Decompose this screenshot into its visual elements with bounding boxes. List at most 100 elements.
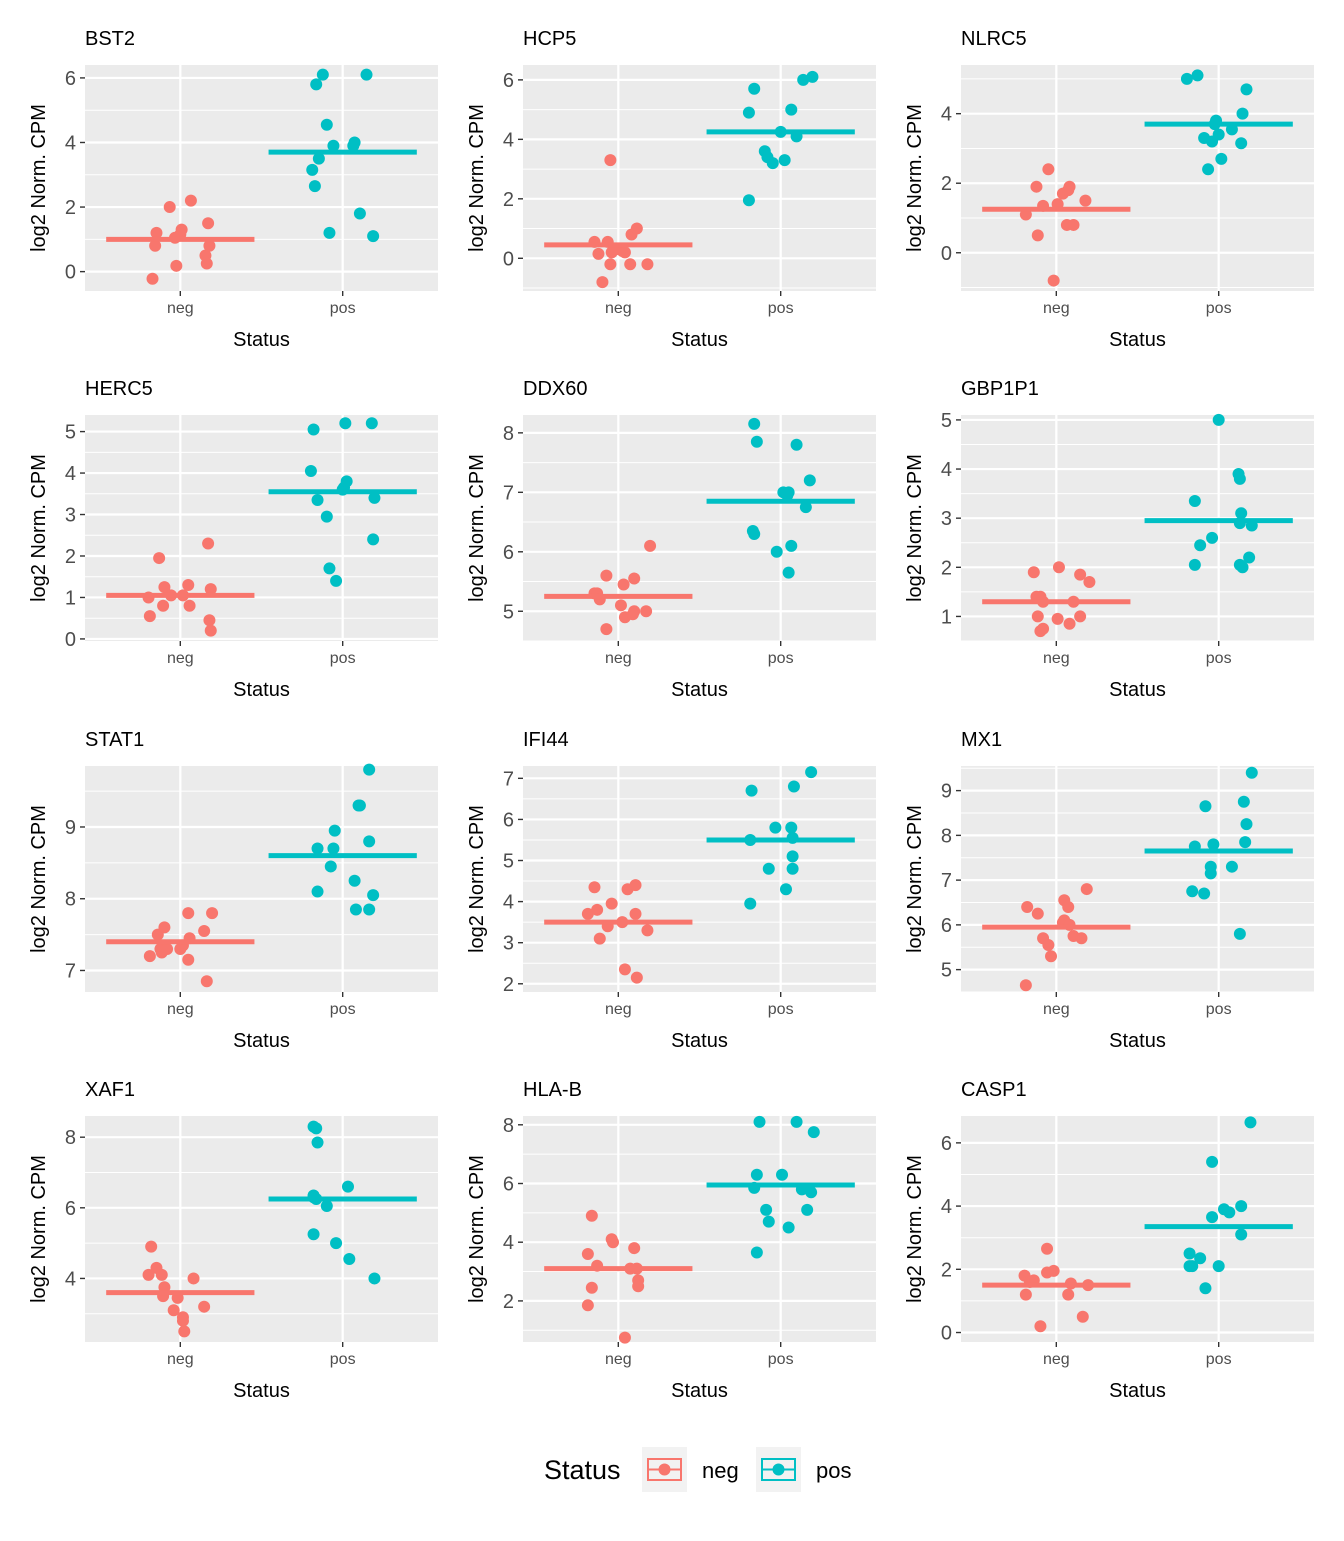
point-pos xyxy=(786,850,799,863)
point-neg xyxy=(581,1299,594,1312)
panel-title: HCP5 xyxy=(523,28,576,50)
point-pos xyxy=(312,152,325,165)
point-neg xyxy=(198,1300,211,1313)
x-tick-label: neg xyxy=(167,1351,194,1368)
point-pos xyxy=(349,903,362,916)
point-neg xyxy=(204,624,217,637)
point-pos xyxy=(311,885,324,898)
point-pos xyxy=(323,562,336,575)
point-neg xyxy=(1074,568,1087,581)
point-pos xyxy=(1199,1282,1212,1295)
panel-title: STAT1 xyxy=(85,729,144,751)
point-neg xyxy=(203,614,216,627)
y-tick-label: 8 xyxy=(65,889,76,911)
point-neg xyxy=(607,1236,620,1249)
point-pos xyxy=(797,73,810,86)
point-neg xyxy=(1019,979,1032,992)
point-pos xyxy=(327,139,340,152)
point-pos xyxy=(308,180,321,193)
point-pos xyxy=(1225,860,1238,873)
point-pos xyxy=(353,799,366,812)
point-pos xyxy=(1212,128,1225,141)
point-pos xyxy=(1212,1260,1225,1273)
panel-title: MX1 xyxy=(961,729,1002,751)
point-neg xyxy=(624,258,637,271)
point-neg xyxy=(142,1268,155,1281)
y-tick-label: 2 xyxy=(65,546,76,568)
point-pos xyxy=(801,1203,814,1216)
point-neg xyxy=(1052,561,1065,574)
y-tick-label: 2 xyxy=(503,1291,514,1313)
point-pos xyxy=(310,1122,323,1135)
point-pos xyxy=(341,1180,354,1193)
point-pos xyxy=(1235,1228,1248,1241)
x-axis-label: Status xyxy=(233,329,290,351)
point-neg xyxy=(632,1280,645,1293)
y-tick-label: 5 xyxy=(503,601,514,623)
point-pos xyxy=(323,226,336,239)
point-neg xyxy=(1045,950,1058,963)
point-pos xyxy=(368,491,381,504)
point-pos xyxy=(750,435,763,448)
point-pos xyxy=(1207,838,1220,851)
point-pos xyxy=(363,763,376,776)
y-axis-label: log2 Norm. CPM xyxy=(28,454,50,602)
x-tick-label: neg xyxy=(605,650,632,667)
point-neg xyxy=(182,907,195,920)
point-pos xyxy=(353,207,366,220)
y-axis-label: log2 Norm. CPM xyxy=(28,1155,50,1303)
point-pos xyxy=(320,510,333,523)
point-neg xyxy=(1031,610,1044,623)
point-pos xyxy=(311,842,324,855)
point-pos xyxy=(750,1168,763,1181)
point-neg xyxy=(176,1311,189,1324)
panel-background xyxy=(85,415,438,641)
point-neg xyxy=(1037,622,1050,635)
point-neg xyxy=(588,881,601,894)
panel-title: XAF1 xyxy=(85,1079,135,1101)
y-tick-label: 8 xyxy=(503,423,514,445)
point-pos xyxy=(307,1228,320,1241)
y-tick-label: 2 xyxy=(941,1259,952,1281)
point-pos xyxy=(762,862,775,875)
point-neg xyxy=(157,599,170,612)
point-neg xyxy=(145,1240,158,1253)
point-neg xyxy=(202,537,215,550)
y-tick-label: 8 xyxy=(65,1127,76,1149)
y-axis-label: log2 Norm. CPM xyxy=(904,1155,926,1303)
point-pos xyxy=(742,194,755,207)
point-neg xyxy=(1051,612,1064,625)
point-pos xyxy=(770,545,783,558)
point-pos xyxy=(805,766,818,779)
x-axis-label: Status xyxy=(671,679,728,701)
x-tick-label: pos xyxy=(330,300,356,317)
point-pos xyxy=(328,824,341,837)
point-pos xyxy=(1243,551,1256,564)
point-neg xyxy=(596,276,609,289)
x-axis-label: Status xyxy=(233,1380,290,1402)
point-pos xyxy=(1183,1247,1196,1260)
y-axis-label: log2 Norm. CPM xyxy=(466,454,488,602)
y-tick-label: 6 xyxy=(503,70,514,92)
x-axis-label: Status xyxy=(1109,679,1166,701)
y-tick-label: 4 xyxy=(503,892,514,914)
point-pos xyxy=(1206,531,1219,544)
point-pos xyxy=(744,897,757,910)
panel-title: BST2 xyxy=(85,28,135,50)
y-axis-label: log2 Norm. CPM xyxy=(466,805,488,953)
point-pos xyxy=(785,539,798,552)
point-neg xyxy=(585,1281,598,1294)
point-pos xyxy=(1240,83,1253,96)
point-neg xyxy=(167,1304,180,1317)
point-pos xyxy=(762,1215,775,1228)
x-axis-label: Status xyxy=(1109,1030,1166,1052)
point-neg xyxy=(641,924,654,937)
point-neg xyxy=(1062,1288,1075,1301)
point-neg xyxy=(1063,617,1076,630)
panel-background xyxy=(85,65,438,291)
point-neg xyxy=(1063,180,1076,193)
point-pos xyxy=(367,230,380,243)
point-pos xyxy=(769,821,782,834)
point-neg xyxy=(187,1272,200,1285)
panel-hcp5: 0 2 4 6 neg pos HCP5 Status log2 Norm. CPM xyxy=(466,28,876,351)
